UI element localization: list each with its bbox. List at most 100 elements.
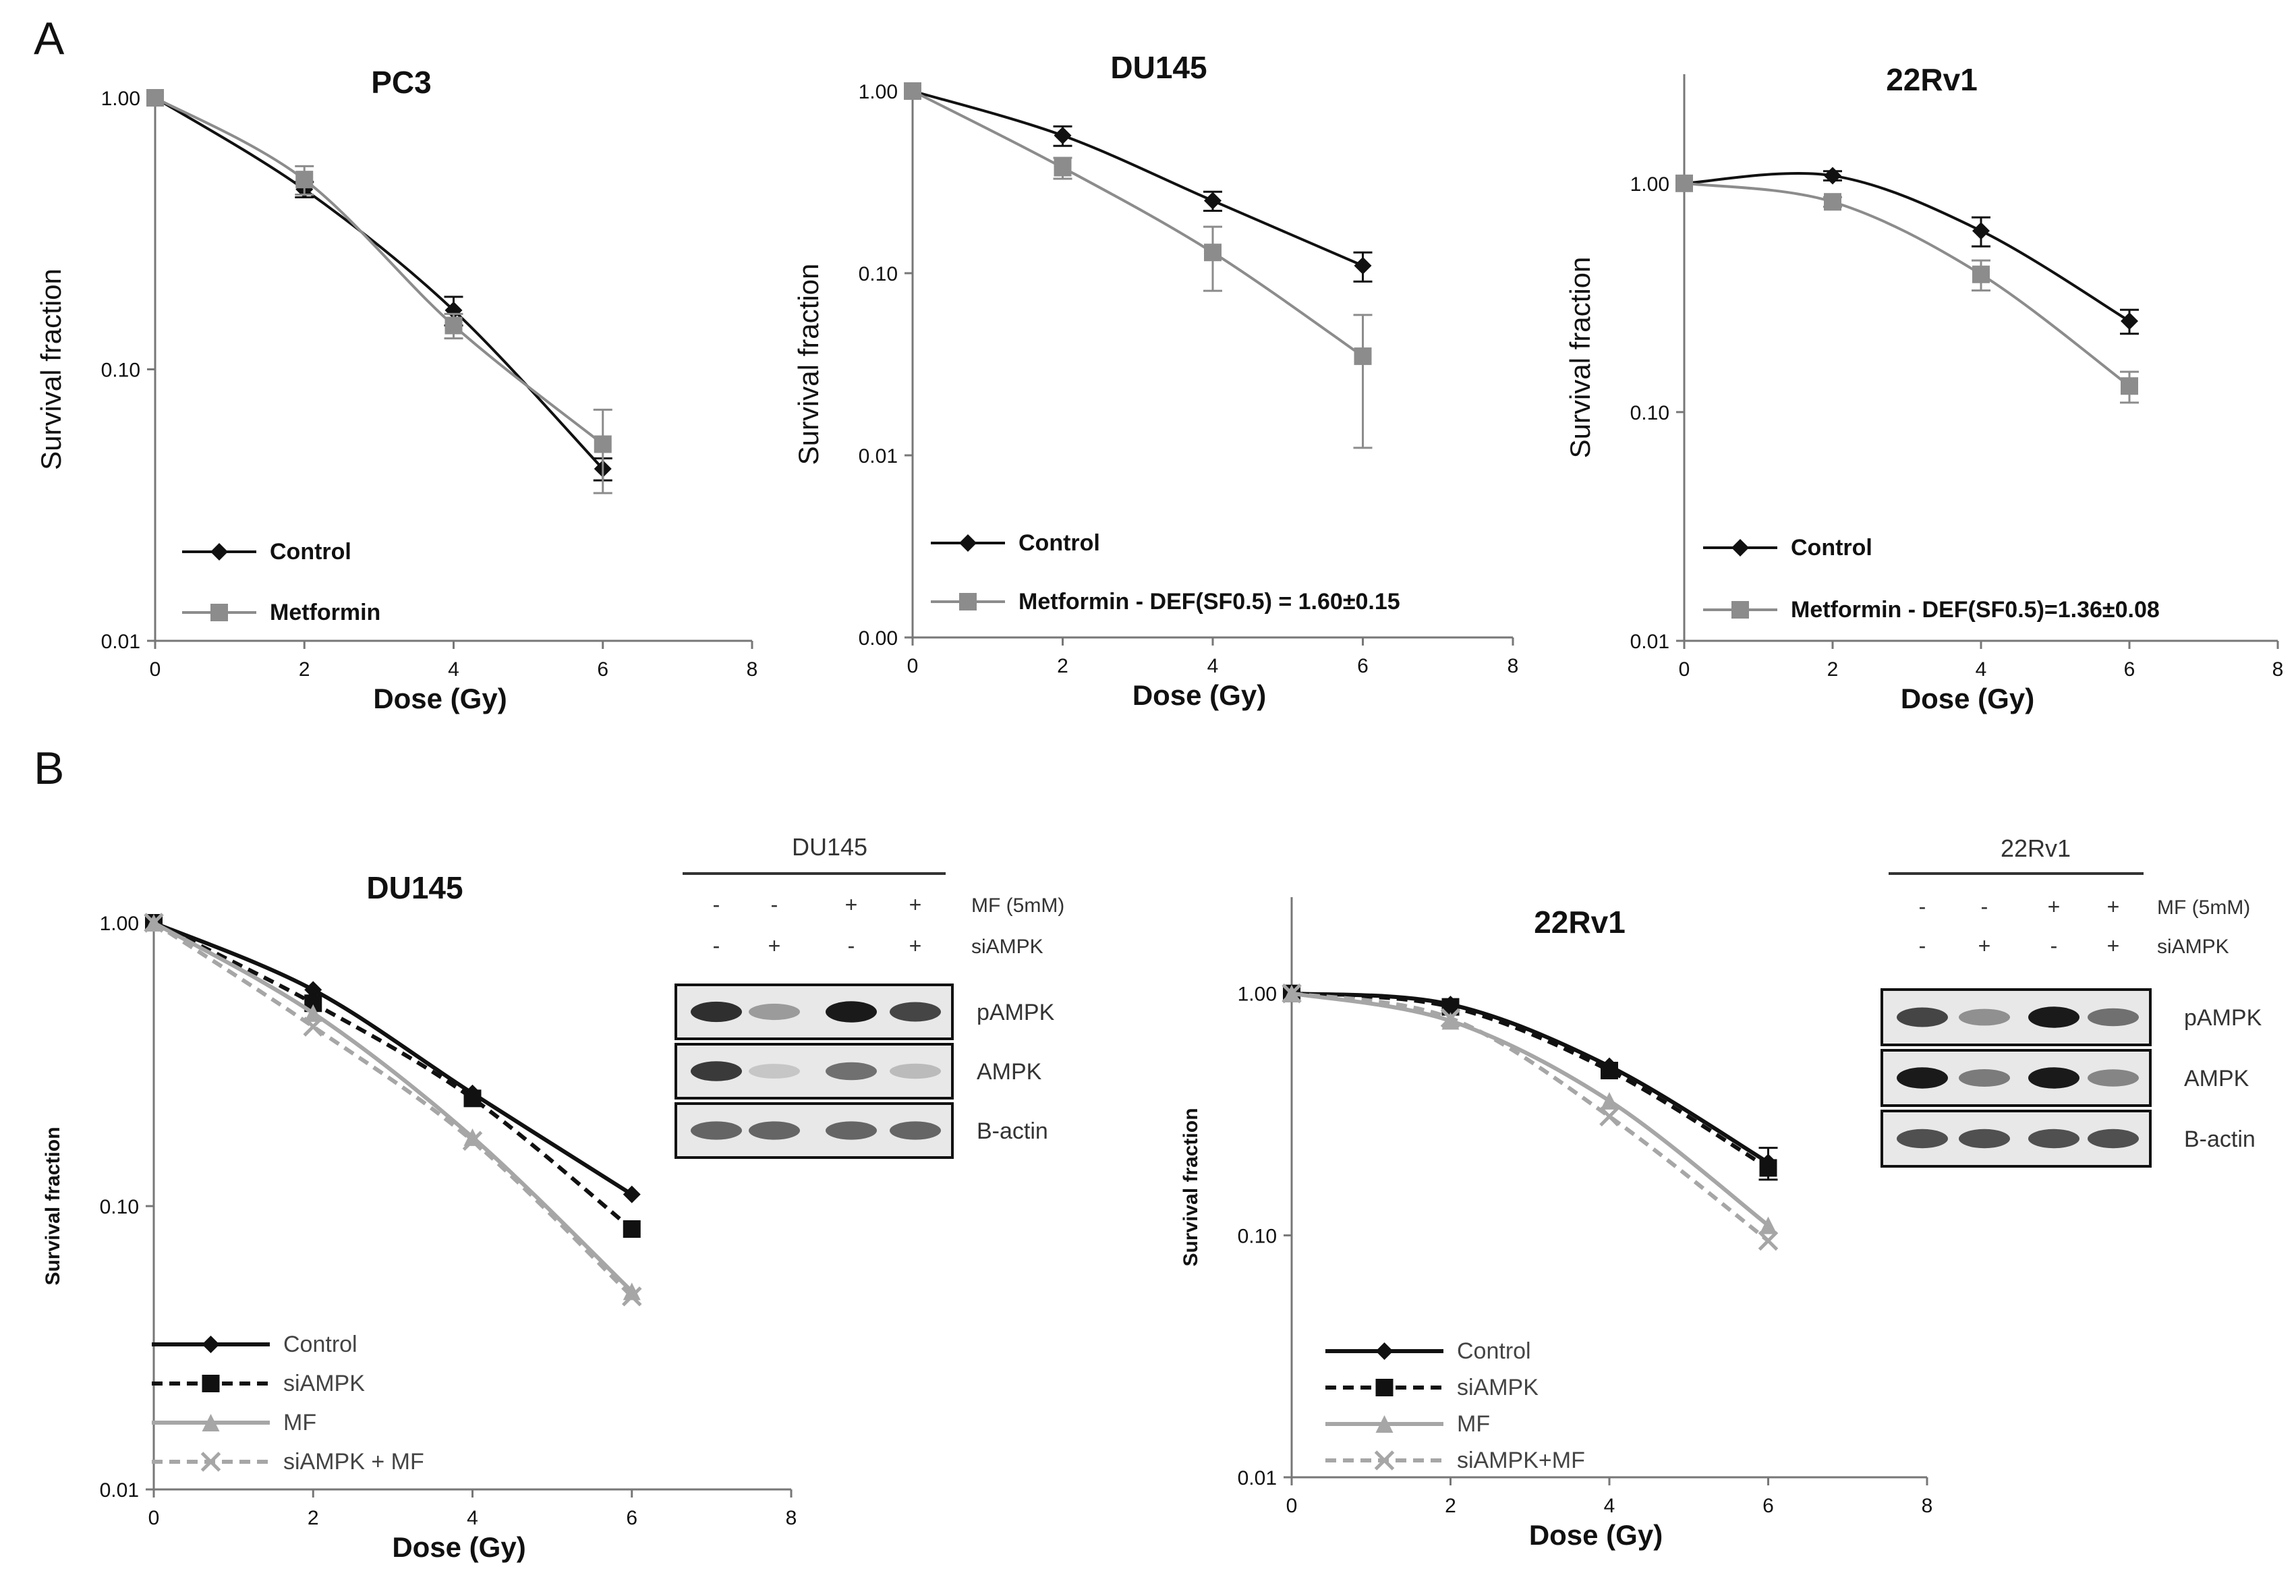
protein-band: [749, 1121, 800, 1140]
legend-entry: Control: [1703, 535, 1872, 561]
treatment-sign: +: [2107, 894, 2120, 919]
legend-entry: Control: [152, 1332, 357, 1357]
protein-band: [2088, 1008, 2139, 1027]
legend-label: Control: [283, 1332, 357, 1357]
y-tick-label: 0.01: [859, 445, 898, 467]
y-tick-label: 0.10: [859, 263, 898, 285]
legend-entry: Metformin - DEF(SF0.5)=1.36±0.08*: [1703, 597, 2160, 623]
treatment-sign: +: [909, 892, 922, 917]
treatment-sign: -: [1919, 894, 1926, 919]
data-point: [1282, 983, 1302, 1004]
y-tick-label: 0.00: [859, 627, 898, 650]
chart-title: DU145: [1110, 50, 1207, 85]
series-2: [1283, 984, 1777, 1234]
x-tick-label: 6: [2124, 658, 2135, 681]
data-point: [1440, 1008, 1461, 1029]
treatment-sign: +: [1978, 934, 1991, 958]
protein-band: [749, 1003, 800, 1021]
protein-band: [2088, 1069, 2139, 1087]
series-1: [1675, 174, 2139, 404]
y-tick-label: 1.00: [859, 81, 898, 103]
series-line: [1291, 991, 1770, 1243]
protein-band: [890, 1063, 941, 1079]
y-axis-label: Survival fraction: [42, 1127, 64, 1285]
legend-label: MF: [283, 1410, 316, 1435]
data-point: [1204, 244, 1222, 262]
treatment-sign: -: [1919, 934, 1926, 958]
series-line: [152, 921, 633, 1231]
protein-band: [1959, 1069, 2010, 1087]
protein-band: [749, 1064, 800, 1079]
x-tick-label: 0: [150, 658, 161, 681]
legend-marker: [1375, 1342, 1394, 1360]
protein-band: [826, 1121, 877, 1140]
legend-label: siAMPK: [283, 1371, 365, 1396]
series-line: [1684, 181, 2131, 387]
y-tick-label: 1.00: [1630, 173, 1669, 196]
treatment-sign: +: [2048, 894, 2061, 919]
y-tick-label: 0.01: [100, 1479, 139, 1502]
protein-band: [691, 1061, 742, 1081]
blot-title: 22Rv1: [2001, 834, 2071, 862]
protein-band: [691, 1001, 742, 1023]
x-tick-label: 0: [907, 655, 919, 677]
protein-band: [1897, 1129, 1948, 1149]
data-point: [1601, 1091, 1618, 1110]
x-tick-label: 4: [1207, 655, 1219, 677]
series-0: [1675, 167, 2139, 335]
data-point: [303, 1017, 324, 1037]
y-tick-label: 1.00: [100, 913, 139, 935]
y-tick-label: 1.00: [101, 88, 140, 110]
series-line: [152, 921, 633, 1197]
y-tick-label: 0.10: [1630, 402, 1669, 424]
chart-du145-sirna-survival: 0 2 4 6 8 1.00 0.10 0.01 DU145 Dose (Gy) Survival …: [42, 870, 797, 1563]
data-point: [1675, 174, 1693, 192]
x-tick-label: 4: [448, 658, 459, 681]
data-point: [1054, 159, 1072, 177]
legend-marker: [1375, 1379, 1394, 1396]
data-point: [1972, 265, 1990, 283]
treatment-sign: +: [909, 934, 922, 958]
treatment-sign: -: [1981, 894, 1988, 919]
protein-band: [1897, 1067, 1948, 1089]
data-point: [594, 435, 612, 453]
data-point: [304, 1004, 322, 1022]
y-tick-label: 0.10: [100, 1196, 139, 1218]
data-point: [1759, 1159, 1777, 1177]
treatment-label: MF (5mM): [2157, 896, 2250, 919]
data-point: [463, 1089, 482, 1108]
data-point: [623, 1220, 641, 1238]
data-point: [2121, 312, 2138, 330]
treatment-sign: +: [845, 892, 858, 917]
series-1: [146, 89, 612, 494]
legend-label: Metformin - DEF(SF0.5) = 1.60±0.15: [1018, 589, 1400, 615]
data-point: [1204, 192, 1222, 210]
y-axis-label: Survival fraction: [1180, 1108, 1202, 1266]
blot-band-label: AMPK: [977, 1059, 1042, 1085]
legend-entry: MF: [1325, 1411, 1490, 1437]
y-tick-label: 0.01: [1238, 1467, 1277, 1489]
protein-band: [890, 1121, 941, 1140]
legend-entry: Control: [931, 530, 1100, 556]
legend-marker: [1731, 539, 1749, 557]
data-point: [623, 1282, 641, 1301]
legend-marker: [202, 1375, 220, 1392]
x-tick-label: 0: [148, 1507, 160, 1529]
series-1: [904, 82, 1373, 449]
western-blot-du145: DU145 - - + + MF (5mM) - + - + siAMPK pAMPK AMPK B-ac…: [675, 833, 1064, 1159]
series-3: [144, 913, 642, 1307]
legend-label: MF: [1457, 1411, 1490, 1437]
data-point: [2121, 377, 2138, 395]
legend-entry: MF: [152, 1410, 316, 1435]
data-point: [444, 316, 463, 335]
series-line: [912, 90, 1364, 267]
data-point: [146, 89, 164, 107]
treatment-sign: +: [768, 934, 781, 958]
legend-label: Control: [1018, 530, 1100, 556]
data-point: [1972, 222, 1990, 240]
y-axis-label: Survival fraction: [35, 268, 67, 470]
legend-entry: siAMPK: [1325, 1375, 1539, 1400]
series-2: [145, 914, 641, 1301]
treatment-sign: -: [2050, 934, 2058, 958]
x-axis-label: Dose (Gy): [1132, 679, 1266, 711]
